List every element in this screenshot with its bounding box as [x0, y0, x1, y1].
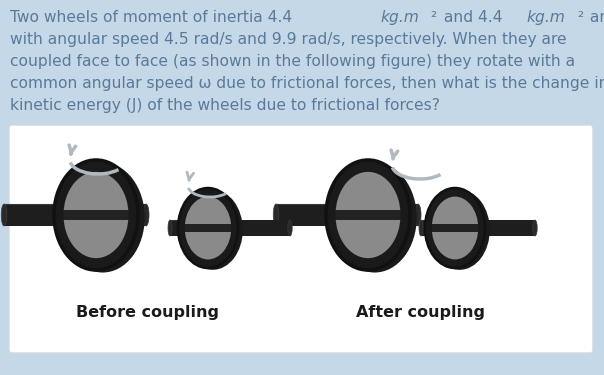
- Ellipse shape: [415, 204, 421, 226]
- Ellipse shape: [143, 204, 149, 226]
- Bar: [232, 220, 290, 236]
- Ellipse shape: [430, 190, 490, 270]
- Bar: [170, 220, 184, 236]
- Text: ²: ²: [577, 10, 583, 25]
- Text: Before coupling: Before coupling: [77, 305, 219, 320]
- Ellipse shape: [54, 160, 138, 270]
- Text: kg.m: kg.m: [381, 10, 419, 25]
- Bar: [276, 204, 335, 226]
- Text: coupled face to face (as shown in the following figure) they rotate with a: coupled face to face (as shown in the fo…: [10, 54, 575, 69]
- Ellipse shape: [58, 166, 134, 263]
- Text: common angular speed ω due to frictional forces, then what is the change in: common angular speed ω due to frictional…: [10, 76, 604, 91]
- Bar: [428, 224, 482, 232]
- Bar: [4, 204, 62, 226]
- Ellipse shape: [61, 162, 145, 273]
- FancyBboxPatch shape: [9, 125, 593, 353]
- Text: kg.m: kg.m: [527, 10, 566, 25]
- Ellipse shape: [288, 220, 292, 236]
- Ellipse shape: [326, 160, 410, 270]
- Ellipse shape: [273, 204, 279, 226]
- Ellipse shape: [181, 193, 235, 263]
- Text: are set in rotation: are set in rotation: [585, 10, 604, 25]
- Bar: [421, 220, 431, 236]
- Ellipse shape: [428, 193, 482, 263]
- Bar: [479, 220, 535, 236]
- Ellipse shape: [419, 220, 423, 236]
- Ellipse shape: [425, 188, 485, 268]
- Ellipse shape: [330, 166, 406, 263]
- Ellipse shape: [178, 188, 238, 268]
- Text: ²: ²: [431, 10, 437, 25]
- Bar: [130, 204, 146, 226]
- Text: kinetic energy (J) of the wheels due to frictional forces?: kinetic energy (J) of the wheels due to …: [10, 98, 440, 113]
- Text: After coupling: After coupling: [356, 305, 484, 320]
- Ellipse shape: [168, 220, 172, 236]
- Text: with angular speed 4.5 rad/s and 9.9 rad/s, respectively. When they are: with angular speed 4.5 rad/s and 9.9 rad…: [10, 32, 567, 47]
- Ellipse shape: [183, 190, 243, 270]
- Ellipse shape: [1, 204, 7, 226]
- Text: Two wheels of moment of inertia 4.4: Two wheels of moment of inertia 4.4: [10, 10, 297, 25]
- Ellipse shape: [333, 162, 417, 273]
- Bar: [58, 210, 134, 220]
- Bar: [330, 210, 406, 220]
- Text: and 4.4: and 4.4: [439, 10, 507, 25]
- Ellipse shape: [533, 220, 537, 236]
- Bar: [402, 204, 418, 226]
- Bar: [181, 224, 235, 232]
